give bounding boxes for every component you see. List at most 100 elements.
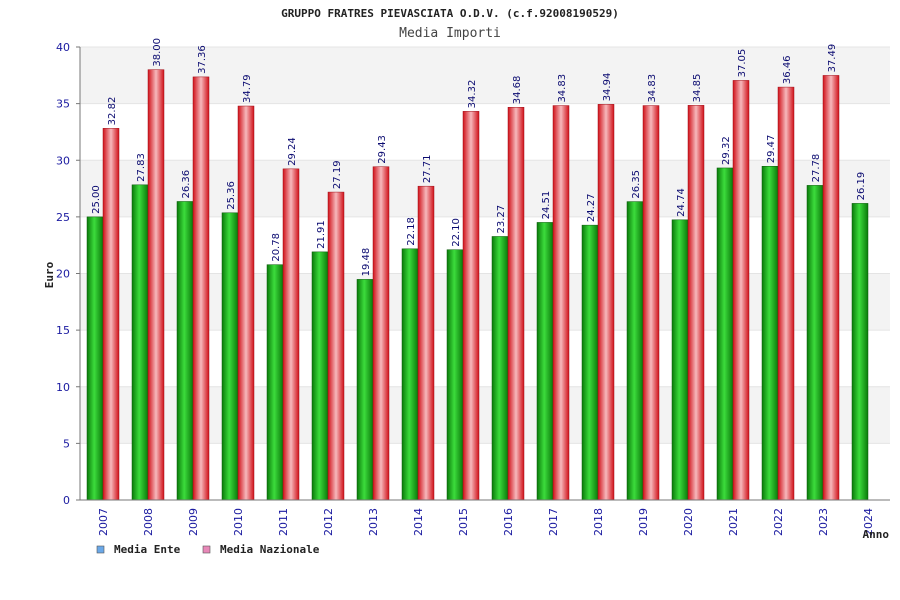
x-tick-label: 2008 <box>142 508 155 536</box>
x-tick-label: 2019 <box>637 508 650 536</box>
bar-media-ente <box>131 184 149 501</box>
value-label-media-ente: 29.47 <box>766 135 777 164</box>
x-tick-label: 2023 <box>817 508 830 536</box>
bar-media-nazionale <box>282 168 300 501</box>
legend-label-media-ente: Media Ente <box>114 543 181 556</box>
value-label-media-ente: 22.18 <box>406 217 417 246</box>
x-tick-label: 2012 <box>322 508 335 536</box>
grid-band <box>80 103 890 161</box>
value-label-media-nazionale: 37.49 <box>827 44 838 73</box>
bar-media-ente <box>266 264 284 501</box>
value-label-media-ente: 24.51 <box>541 191 552 220</box>
value-label-media-nazionale: 34.83 <box>557 74 568 103</box>
grid-band <box>80 216 890 274</box>
bar-media-nazionale <box>417 185 435 501</box>
bar-media-ente <box>221 212 239 501</box>
y-tick-label: 0 <box>63 494 70 507</box>
bar-media-ente <box>671 219 689 501</box>
y-tick-label: 5 <box>63 437 70 450</box>
bar-media-nazionale <box>777 86 795 501</box>
value-label-media-ente: 26.19 <box>856 172 867 201</box>
value-labels: 25.00 32.82 27.83 38.00 26.36 37.36 25.36 34.79… <box>91 38 867 276</box>
grid-band <box>80 160 890 217</box>
value-label-media-ente: 24.74 <box>676 188 687 217</box>
y-tick-label: 40 <box>56 41 70 54</box>
x-tick-label: 2020 <box>682 508 695 536</box>
x-tick-label: 2010 <box>232 508 245 536</box>
value-label-media-ente: 22.10 <box>451 218 462 247</box>
bar-media-ente <box>806 185 824 501</box>
bar-media-ente <box>716 167 734 501</box>
y-tick-label: 35 <box>56 98 70 111</box>
bar-media-nazionale <box>237 105 255 501</box>
bar-media-ente <box>626 201 644 501</box>
y-tick-label: 15 <box>56 324 70 337</box>
bar-media-nazionale <box>822 75 840 501</box>
x-tick-label: 2014 <box>412 508 425 536</box>
value-label-media-ente: 26.35 <box>631 170 642 199</box>
value-label-media-ente: 27.83 <box>136 153 147 182</box>
legend-label-media-nazionale: Media Nazionale <box>220 543 320 556</box>
bar-media-nazionale <box>462 111 480 501</box>
legend: Media Ente Media Nazionale <box>96 543 320 556</box>
x-tick-label: 2013 <box>367 508 380 536</box>
grid-band <box>80 273 890 331</box>
x-tick-label: 2016 <box>502 508 515 536</box>
bar-media-nazionale <box>642 105 660 501</box>
legend-item-media-nazionale: Media Nazionale <box>202 543 320 556</box>
x-tick-label: 2015 <box>457 508 470 536</box>
bar-media-ente <box>536 222 554 501</box>
x-tick-label: 2009 <box>187 508 200 536</box>
value-label-media-nazionale: 37.05 <box>737 49 748 78</box>
x-tick-label: 2024 <box>862 508 875 536</box>
y-tick-label: 30 <box>56 154 70 167</box>
chart-title: GRUPPO FRATRES PIEVASCIATA O.D.V. (c.f.9… <box>281 7 619 20</box>
bar-media-nazionale <box>597 104 615 501</box>
bar-media-nazionale <box>552 105 570 501</box>
value-label-media-ente: 25.36 <box>226 181 237 210</box>
x-tick-label: 2017 <box>547 508 560 536</box>
y-tick-label: 25 <box>56 211 70 224</box>
value-label-media-ente: 29.32 <box>721 136 732 165</box>
bar-media-ente <box>446 249 464 501</box>
bar-media-nazionale <box>147 69 165 501</box>
axes <box>76 46 890 501</box>
x-tick-label: 2021 <box>727 508 740 536</box>
value-label-media-nazionale: 34.32 <box>467 80 478 109</box>
x-axis-ticks: 2007 2008 2009 2010 2011 2012 2013 2014 2015 2016… <box>97 508 875 536</box>
value-label-media-ente: 27.78 <box>811 154 822 183</box>
value-label-media-nazionale: 34.83 <box>647 74 658 103</box>
y-axis-ticks: 0 5 10 15 20 25 30 35 40 <box>56 41 70 507</box>
grid-band <box>80 386 890 444</box>
bar-media-nazionale <box>687 105 705 501</box>
bar-media-ente <box>311 251 329 501</box>
value-label-media-ente: 24.27 <box>586 194 597 223</box>
bar-media-ente <box>356 279 374 501</box>
value-label-media-nazionale: 34.94 <box>602 73 613 102</box>
bar-media-ente <box>761 166 779 501</box>
value-label-media-nazionale: 29.43 <box>377 135 388 164</box>
bar-media-nazionale <box>327 191 345 501</box>
bar-media-nazionale <box>372 166 390 501</box>
grid-band <box>80 443 890 500</box>
y-axis-label: Euro <box>43 261 56 288</box>
bar-media-ente <box>851 203 869 501</box>
value-label-media-nazionale: 37.36 <box>197 45 208 74</box>
bar-media-nazionale <box>102 128 120 501</box>
x-tick-label: 2011 <box>277 508 290 536</box>
bar-media-ente <box>86 216 104 501</box>
value-label-media-ente: 23.27 <box>496 205 507 234</box>
bar-media-ente <box>581 224 599 501</box>
value-label-media-nazionale: 27.71 <box>422 155 433 184</box>
value-label-media-nazionale: 34.79 <box>242 74 253 103</box>
bar-media-ente <box>176 201 194 501</box>
value-label-media-nazionale: 29.24 <box>287 137 298 166</box>
bar-media-ente <box>491 236 509 501</box>
x-tick-label: 2007 <box>97 508 110 536</box>
chart-subtitle: Media Importi <box>399 26 501 41</box>
value-label-media-ente: 19.48 <box>361 248 372 277</box>
y-tick-label: 10 <box>56 381 70 394</box>
value-label-media-nazionale: 27.19 <box>332 160 343 189</box>
legend-item-media-ente: Media Ente <box>96 543 181 556</box>
